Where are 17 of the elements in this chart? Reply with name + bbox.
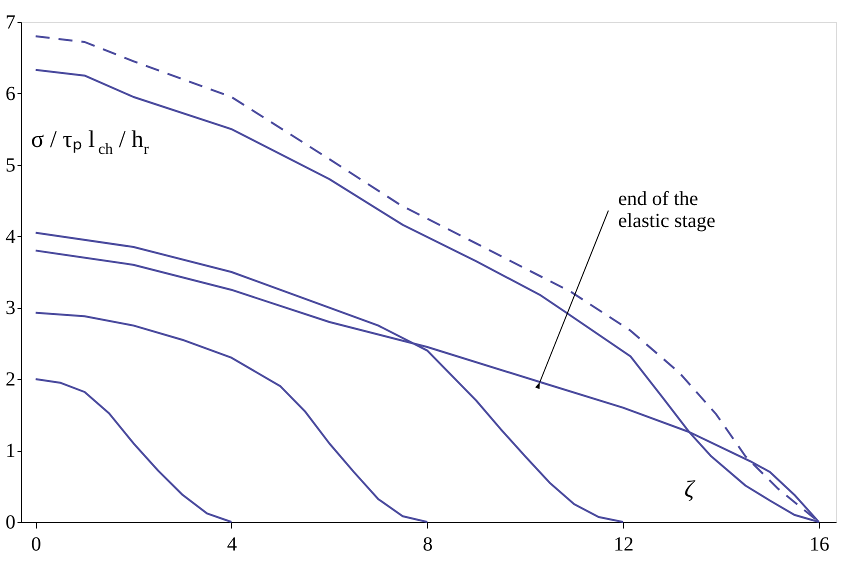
x-tick-label: 8 xyxy=(422,534,433,556)
annotation: end of the elastic stage xyxy=(618,188,716,232)
x-tick-label: 12 xyxy=(614,534,634,556)
y-tick-label: 0 xyxy=(6,512,16,534)
y-tick-label: 6 xyxy=(6,82,16,105)
line-series xyxy=(34,378,232,523)
y-tick-label: 4 xyxy=(6,226,16,248)
y-tick-label: 5 xyxy=(6,154,16,176)
y-tick-label: 7 xyxy=(6,12,16,34)
line-series xyxy=(34,312,428,523)
y-tick-label: 3 xyxy=(6,297,16,320)
x-tick-label: 16 xyxy=(809,534,830,556)
y-tick-label: 1 xyxy=(6,440,16,462)
x-tick-label: 0 xyxy=(31,534,42,556)
x-axis-title: ζ xyxy=(684,476,696,503)
x-tick-label: 4 xyxy=(226,534,237,556)
y-tick-label: 2 xyxy=(6,368,16,391)
